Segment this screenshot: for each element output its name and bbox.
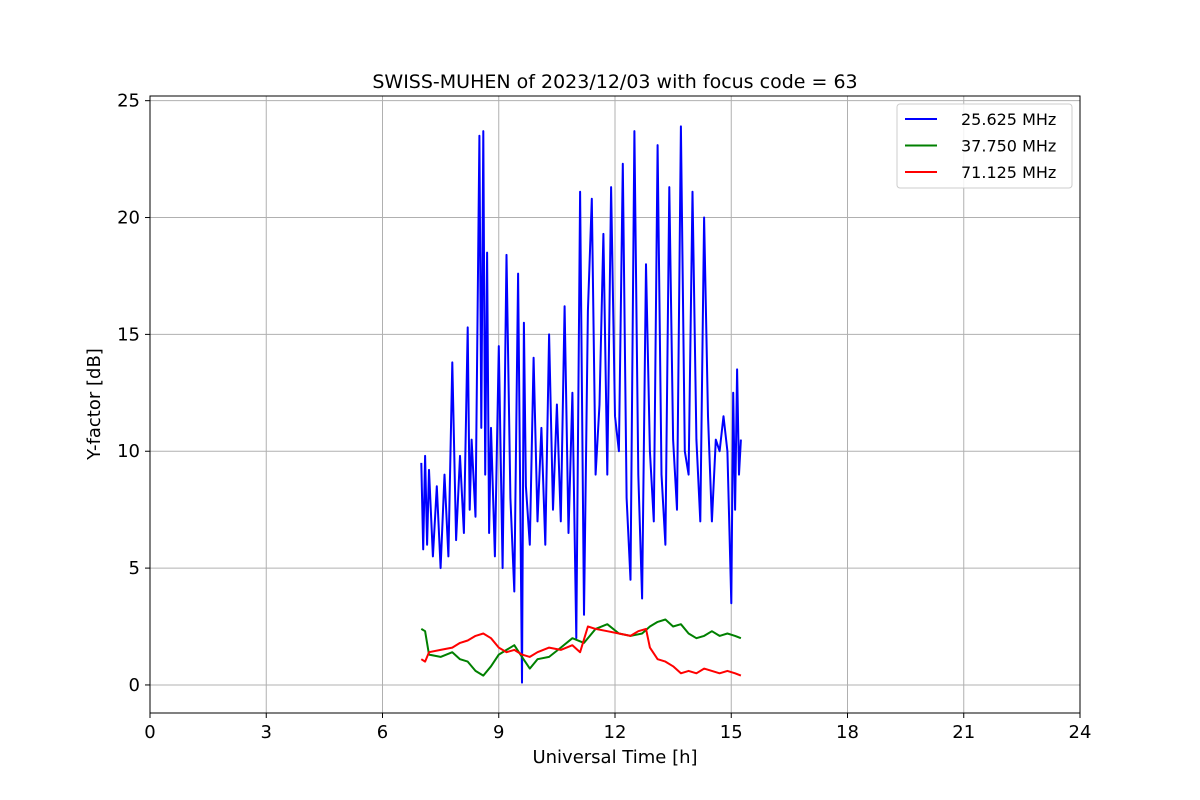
legend-label: 71.125 MHz	[961, 163, 1056, 182]
y-tick-label: 25	[117, 91, 140, 112]
y-tick-label: 10	[117, 441, 140, 462]
legend-label: 37.750 MHz	[961, 137, 1056, 156]
legend-label: 25.625 MHz	[961, 110, 1056, 129]
legend-box	[896, 103, 1073, 189]
x-tick-label: 21	[952, 722, 975, 743]
y-tick-label: 5	[129, 558, 140, 579]
x-tick-label: 9	[493, 722, 504, 743]
x-tick-label: 15	[720, 722, 743, 743]
y-tick-label: 15	[117, 324, 140, 345]
y-axis: 0 5 10 15 20 25	[117, 91, 150, 696]
x-tick-label: 6	[377, 722, 388, 743]
legend: 25.625 MHz 37.750 MHz 71.125 MHz	[896, 103, 1073, 189]
series-line-3	[420, 625, 742, 677]
y-axis-title: Y-factor [dB]	[84, 348, 105, 461]
x-tick-label: 18	[836, 722, 859, 743]
x-tick-label: 24	[1069, 722, 1092, 743]
x-axis-title: Universal Time [h]	[532, 747, 697, 768]
x-axis: 0 3 6 9 12 15 18 21 24	[144, 713, 1091, 743]
series-line-1	[420, 125, 742, 684]
series-line-2	[420, 618, 742, 677]
chart-title: SWISS-MUHEN of 2023/12/03 with focus cod…	[372, 71, 857, 93]
x-tick-label: 3	[261, 722, 272, 743]
y-tick-label: 0	[129, 675, 140, 696]
series-layer	[420, 125, 742, 684]
x-tick-label: 0	[144, 722, 155, 743]
x-tick-label: 12	[604, 722, 627, 743]
y-tick-label: 20	[117, 208, 140, 229]
